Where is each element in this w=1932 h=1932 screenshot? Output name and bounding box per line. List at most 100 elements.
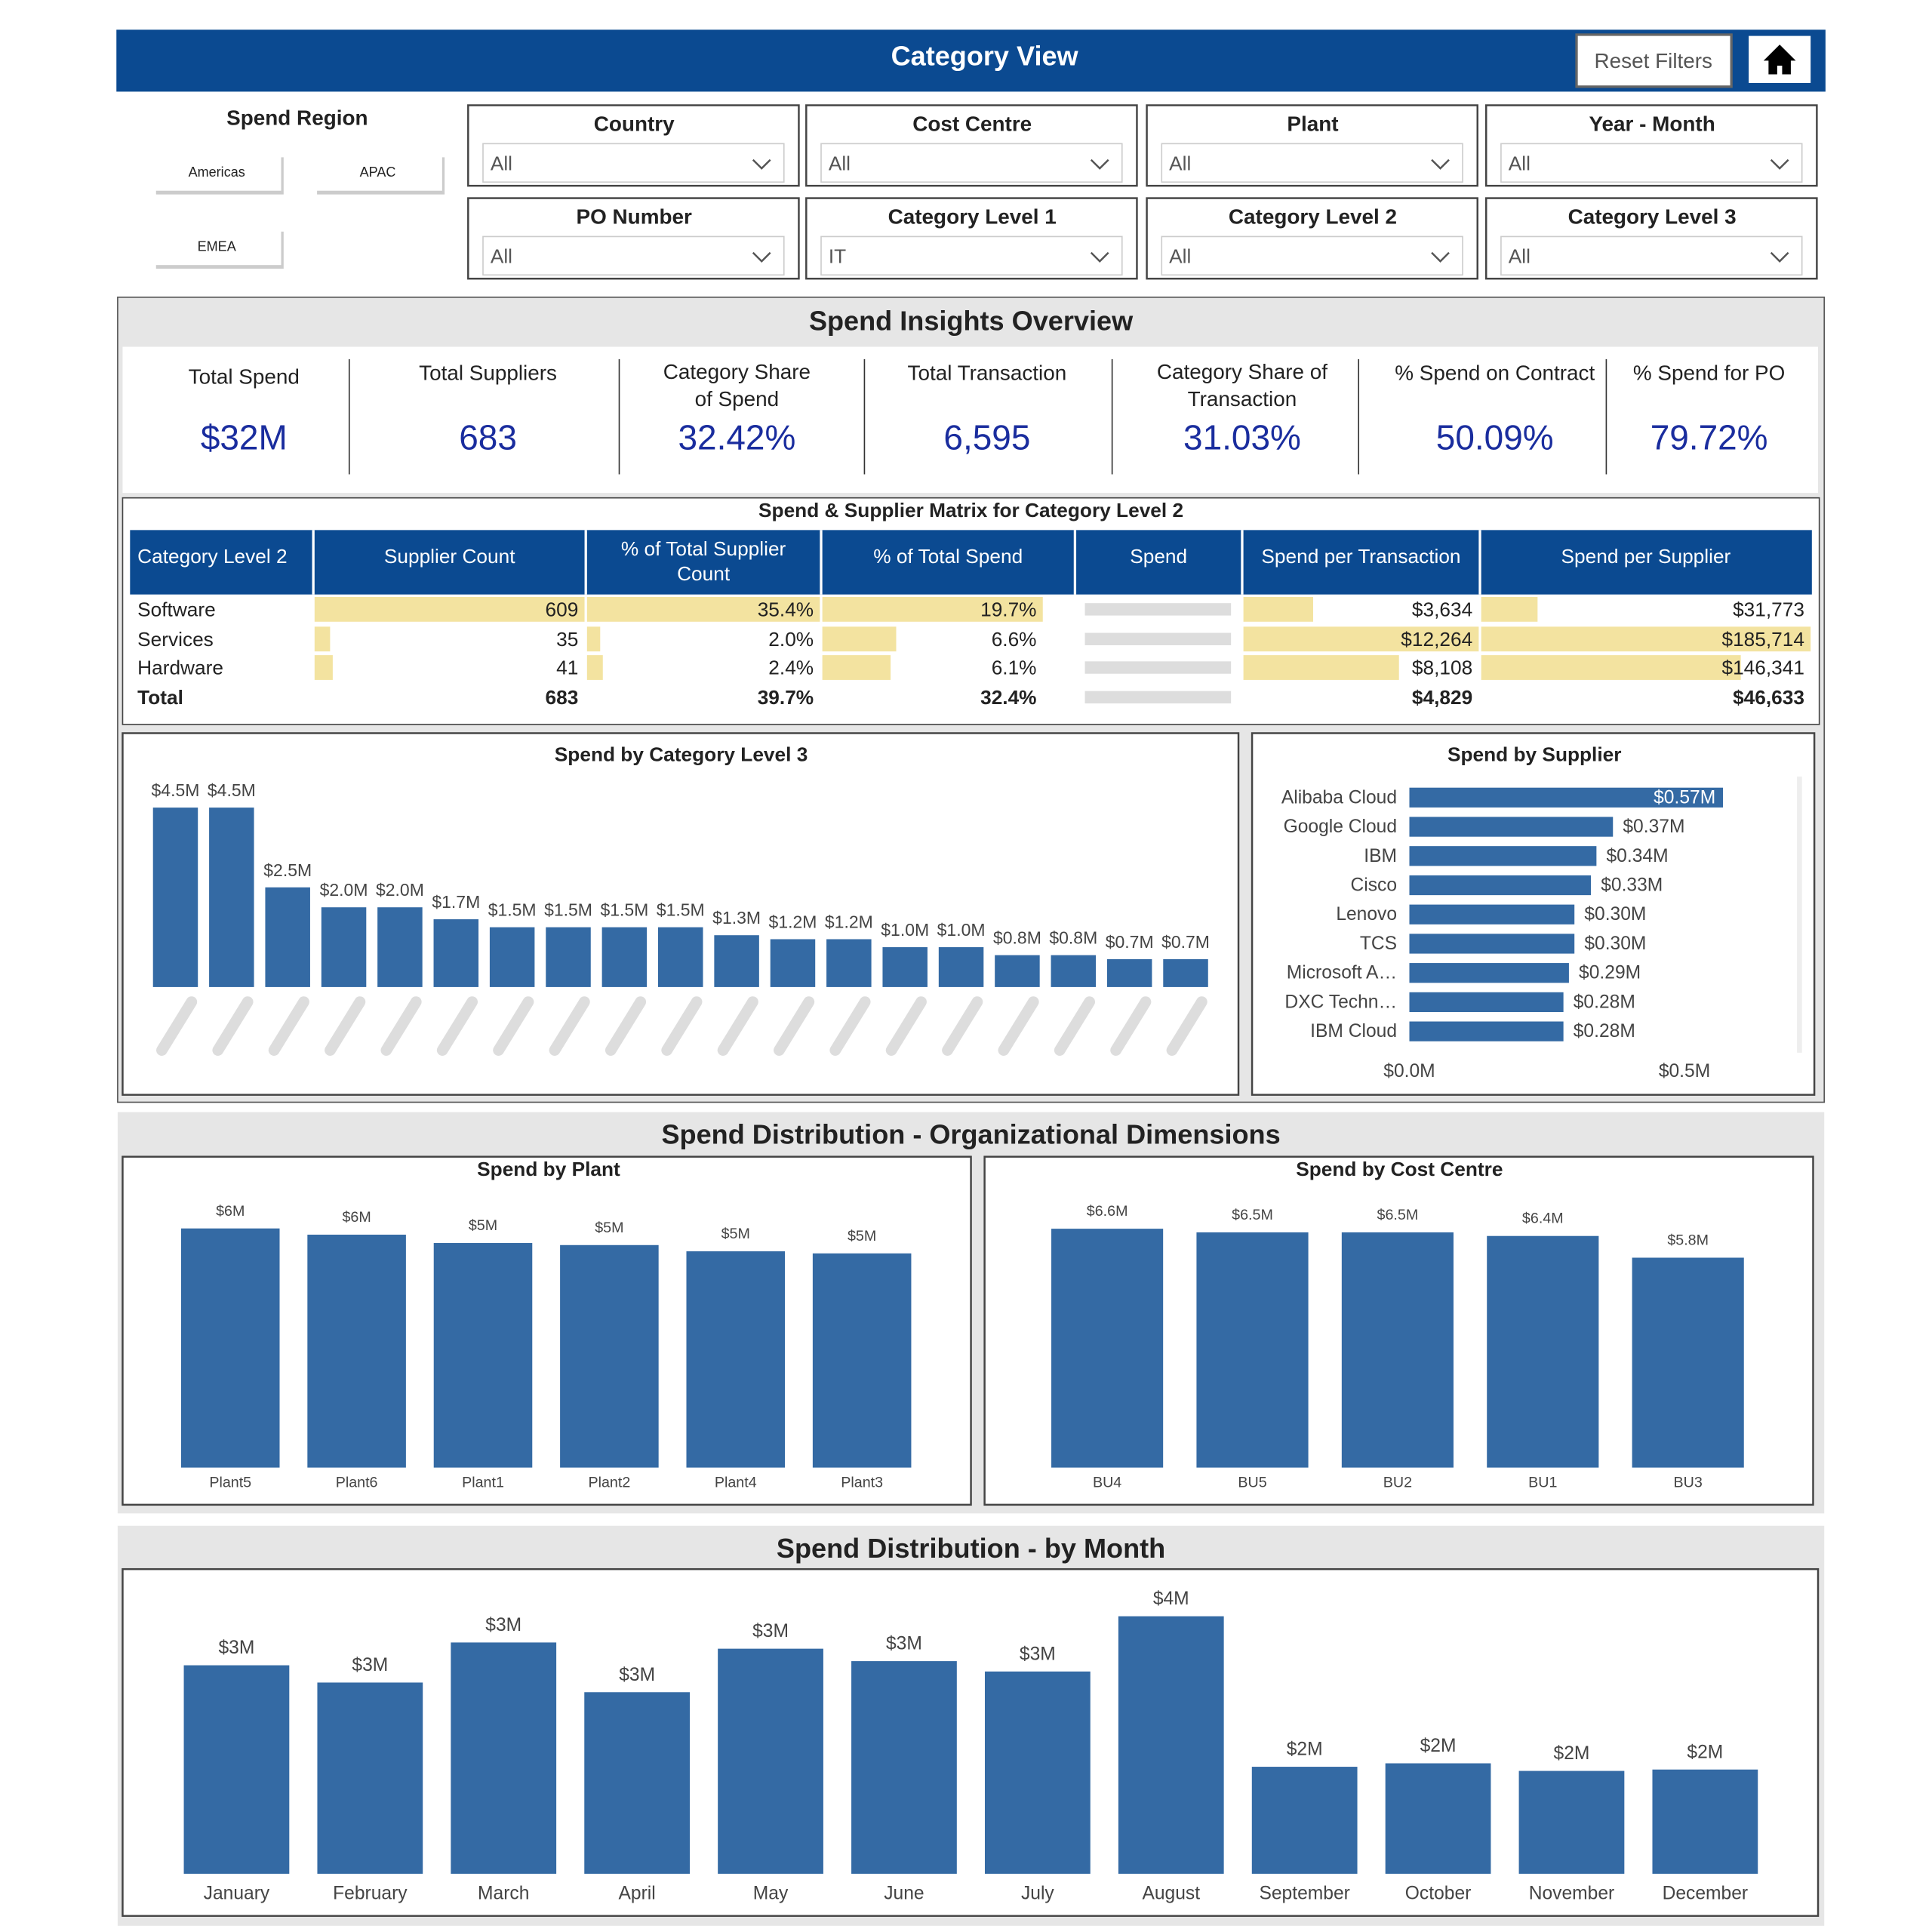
bar <box>1487 1235 1599 1468</box>
kpi-title: % Spend for PO <box>1633 361 1785 384</box>
matrix-cell: $4,829 <box>1412 686 1472 709</box>
slicer-label: Cost Centre <box>912 112 1032 136</box>
bar <box>657 927 703 987</box>
region-button[interactable] <box>153 153 281 191</box>
bar <box>984 1671 1091 1874</box>
kpi-title: Category Share <box>663 360 811 383</box>
month-title: Spend Distribution - by Month <box>777 1533 1165 1564</box>
matrix-cell: Hardware <box>137 657 223 679</box>
kpi-title: Transaction <box>1188 387 1297 411</box>
data-bar <box>314 626 331 652</box>
data-label: $6.6M <box>1087 1203 1128 1220</box>
x-tick-label: November <box>1529 1884 1615 1904</box>
bar <box>938 947 984 987</box>
matrix-cell: 32.4% <box>980 686 1036 709</box>
region-button[interactable] <box>314 153 442 191</box>
bar <box>1652 1769 1758 1874</box>
bar <box>851 1661 957 1874</box>
x-tick-label: May <box>753 1884 789 1904</box>
axis-label-placeholder <box>1166 996 1208 1056</box>
bar <box>1409 992 1564 1013</box>
axis-label-placeholder <box>717 996 758 1056</box>
data-label: $6.4M <box>1522 1211 1564 1227</box>
data-label: $6M <box>342 1209 371 1226</box>
x-tick-label: March <box>478 1884 529 1904</box>
slicer-dropdown[interactable] <box>1161 235 1463 276</box>
slicer-dropdown[interactable] <box>820 143 1123 183</box>
chevron <box>1431 158 1450 170</box>
slicer-label: Country <box>594 112 675 136</box>
data-label: $1.7M <box>432 892 480 912</box>
data-label: $1.3M <box>712 908 761 928</box>
axis-label-placeholder <box>1054 996 1096 1056</box>
bar <box>826 939 872 987</box>
slicer-dropdown[interactable] <box>482 235 785 276</box>
data-label: $2M <box>1420 1736 1457 1756</box>
data-label: $0.57M <box>1654 787 1715 808</box>
matrix-cell: 41 <box>556 657 578 679</box>
chart-title: Spend by Category Level 3 <box>555 743 808 765</box>
reset-button[interactable] <box>1575 33 1733 88</box>
x-tick-label: February <box>333 1884 408 1904</box>
data-label: $1.5M <box>657 900 705 920</box>
kpi-value: 31.03% <box>1183 417 1301 457</box>
column-header: Count <box>677 562 731 585</box>
axis-label-placeholder <box>380 996 422 1056</box>
region-button[interactable] <box>153 227 281 266</box>
axis-label-placeholder <box>436 996 478 1056</box>
kpi-value: 683 <box>459 417 517 457</box>
data-label: $2M <box>1687 1742 1723 1762</box>
data-bar <box>1243 596 1313 622</box>
data-label: $6M <box>216 1203 245 1220</box>
chevron <box>752 251 771 263</box>
slicer-dropdown[interactable] <box>820 235 1123 276</box>
bar <box>1051 1229 1164 1468</box>
data-label: $1.0M <box>937 920 986 940</box>
bar <box>1106 958 1152 987</box>
slicer-dropdown[interactable] <box>1161 143 1463 183</box>
matrix-cell: $46,633 <box>1733 686 1804 709</box>
axis-label-placeholder <box>212 996 254 1056</box>
slicer-label: Category Level 3 <box>1568 205 1737 229</box>
bar <box>560 1244 659 1468</box>
slicer-label: Category Level 2 <box>1229 205 1397 229</box>
data-label: $0.7M <box>1106 932 1154 952</box>
x-tick-label: October <box>1405 1884 1472 1904</box>
chevron <box>1770 251 1789 263</box>
bar <box>433 919 479 987</box>
column-header: Spend per Supplier <box>1561 545 1731 568</box>
matrix-cell: 19.7% <box>980 598 1036 620</box>
x-tick-label: BU3 <box>1674 1474 1703 1491</box>
slicer-dropdown[interactable] <box>1500 235 1803 276</box>
matrix-cell: $31,773 <box>1733 598 1804 620</box>
data-label: $0.28M <box>1574 992 1635 1012</box>
slicer-value: All <box>1169 245 1191 268</box>
bar <box>183 1665 290 1874</box>
data-label: $0.30M <box>1584 904 1646 924</box>
kpi-value: 50.09% <box>1436 417 1554 457</box>
slicer-dropdown[interactable] <box>1500 143 1803 183</box>
matrix-cell: 2.4% <box>768 657 814 679</box>
x-tick-label: September <box>1259 1884 1349 1904</box>
matrix-cell: Software <box>137 598 216 620</box>
matrix-title: Spend & Supplier Matrix for Category Lev… <box>758 499 1183 521</box>
bar <box>317 1682 423 1874</box>
data-label: $3M <box>619 1665 655 1685</box>
bar <box>180 1228 280 1468</box>
data-label: $3M <box>218 1638 254 1658</box>
bar <box>1409 934 1575 954</box>
bar <box>1163 958 1208 987</box>
y-tick-label: DXC Techn… <box>1284 992 1397 1012</box>
slicer-dropdown[interactable] <box>482 143 785 183</box>
kpi-value: 6,595 <box>943 417 1030 457</box>
data-bar <box>1243 626 1479 652</box>
bar <box>686 1251 786 1468</box>
x-tick-label: Plant1 <box>462 1474 504 1491</box>
axis-label-placeholder <box>156 996 198 1056</box>
x-tick-label: Plant3 <box>841 1474 883 1491</box>
axis-label-placeholder <box>998 996 1039 1056</box>
y-tick-label: IBM Cloud <box>1310 1021 1397 1041</box>
kpi-title: Category Share of <box>1157 360 1327 383</box>
x-tick-label: Plant6 <box>336 1474 378 1491</box>
bar <box>1409 846 1597 866</box>
